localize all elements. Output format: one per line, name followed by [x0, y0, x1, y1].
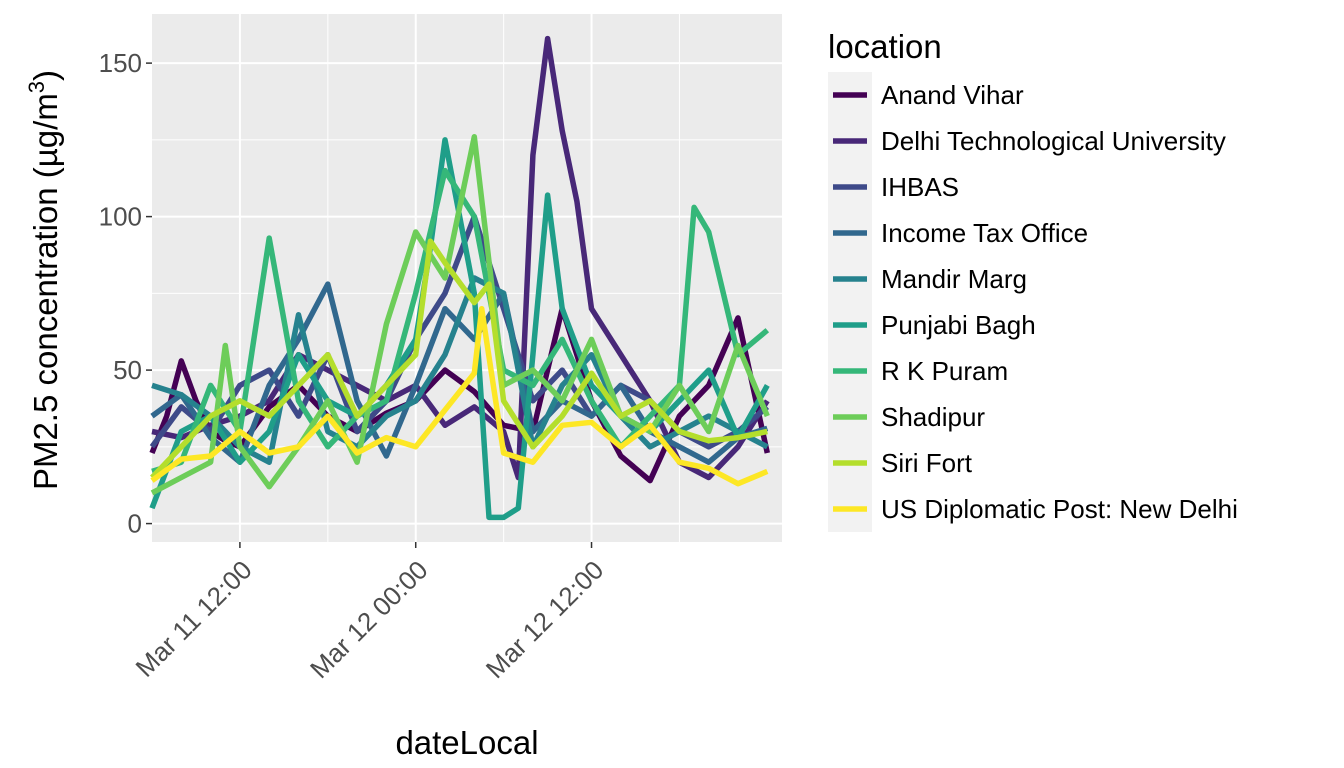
- legend-label: Shadipur: [881, 402, 985, 432]
- legend-label: Siri Fort: [881, 448, 973, 478]
- legend-label: Income Tax Office: [881, 218, 1088, 248]
- y-tick-label: 0: [128, 509, 142, 539]
- y-axis-title-superscript: 3: [24, 81, 49, 93]
- legend-label: R K Puram: [881, 356, 1008, 386]
- series-line: [150, 134, 770, 496]
- legend-title: location: [828, 28, 942, 65]
- legend-label: Delhi Technological University: [881, 126, 1226, 156]
- x-axis-title: dateLocal: [395, 724, 538, 761]
- major-gridlines: [152, 14, 782, 542]
- legend-label: Mandir Marg: [881, 264, 1027, 294]
- x-tick-label: Mar 11 12:00: [130, 555, 258, 683]
- y-axis-title-suffix: ): [27, 70, 64, 81]
- y-tick-label: 150: [99, 48, 142, 78]
- y-axis-title: PM2.5 concentration (µg/m3): [24, 70, 64, 490]
- y-tick-label: 100: [99, 202, 142, 232]
- legend: location Anand Vihar Delhi Technological …: [828, 28, 1238, 532]
- y-axis-title-main: PM2.5 concentration (µg/m: [27, 93, 64, 490]
- series-line: [151, 275, 769, 465]
- legend-label: Anand Vihar: [881, 80, 1024, 110]
- series-line: [151, 167, 770, 475]
- y-tick-label: 50: [113, 355, 142, 385]
- x-tick-label: Mar 12 00:00: [304, 555, 434, 685]
- y-axis: 0 50 100 150: [99, 48, 152, 539]
- x-tick-label: Mar 12 12:00: [480, 555, 610, 685]
- series-line: [150, 305, 769, 487]
- x-axis: Mar 11 12:00 Mar 12 00:00 Mar 12 12:00: [130, 542, 610, 685]
- series-lines: [149, 35, 770, 521]
- legend-label: Punjabi Bagh: [881, 310, 1036, 340]
- series-line: [150, 238, 768, 480]
- legend-label: US Diplomatic Post: New Delhi: [881, 494, 1238, 524]
- legend-label: IHBAS: [881, 172, 959, 202]
